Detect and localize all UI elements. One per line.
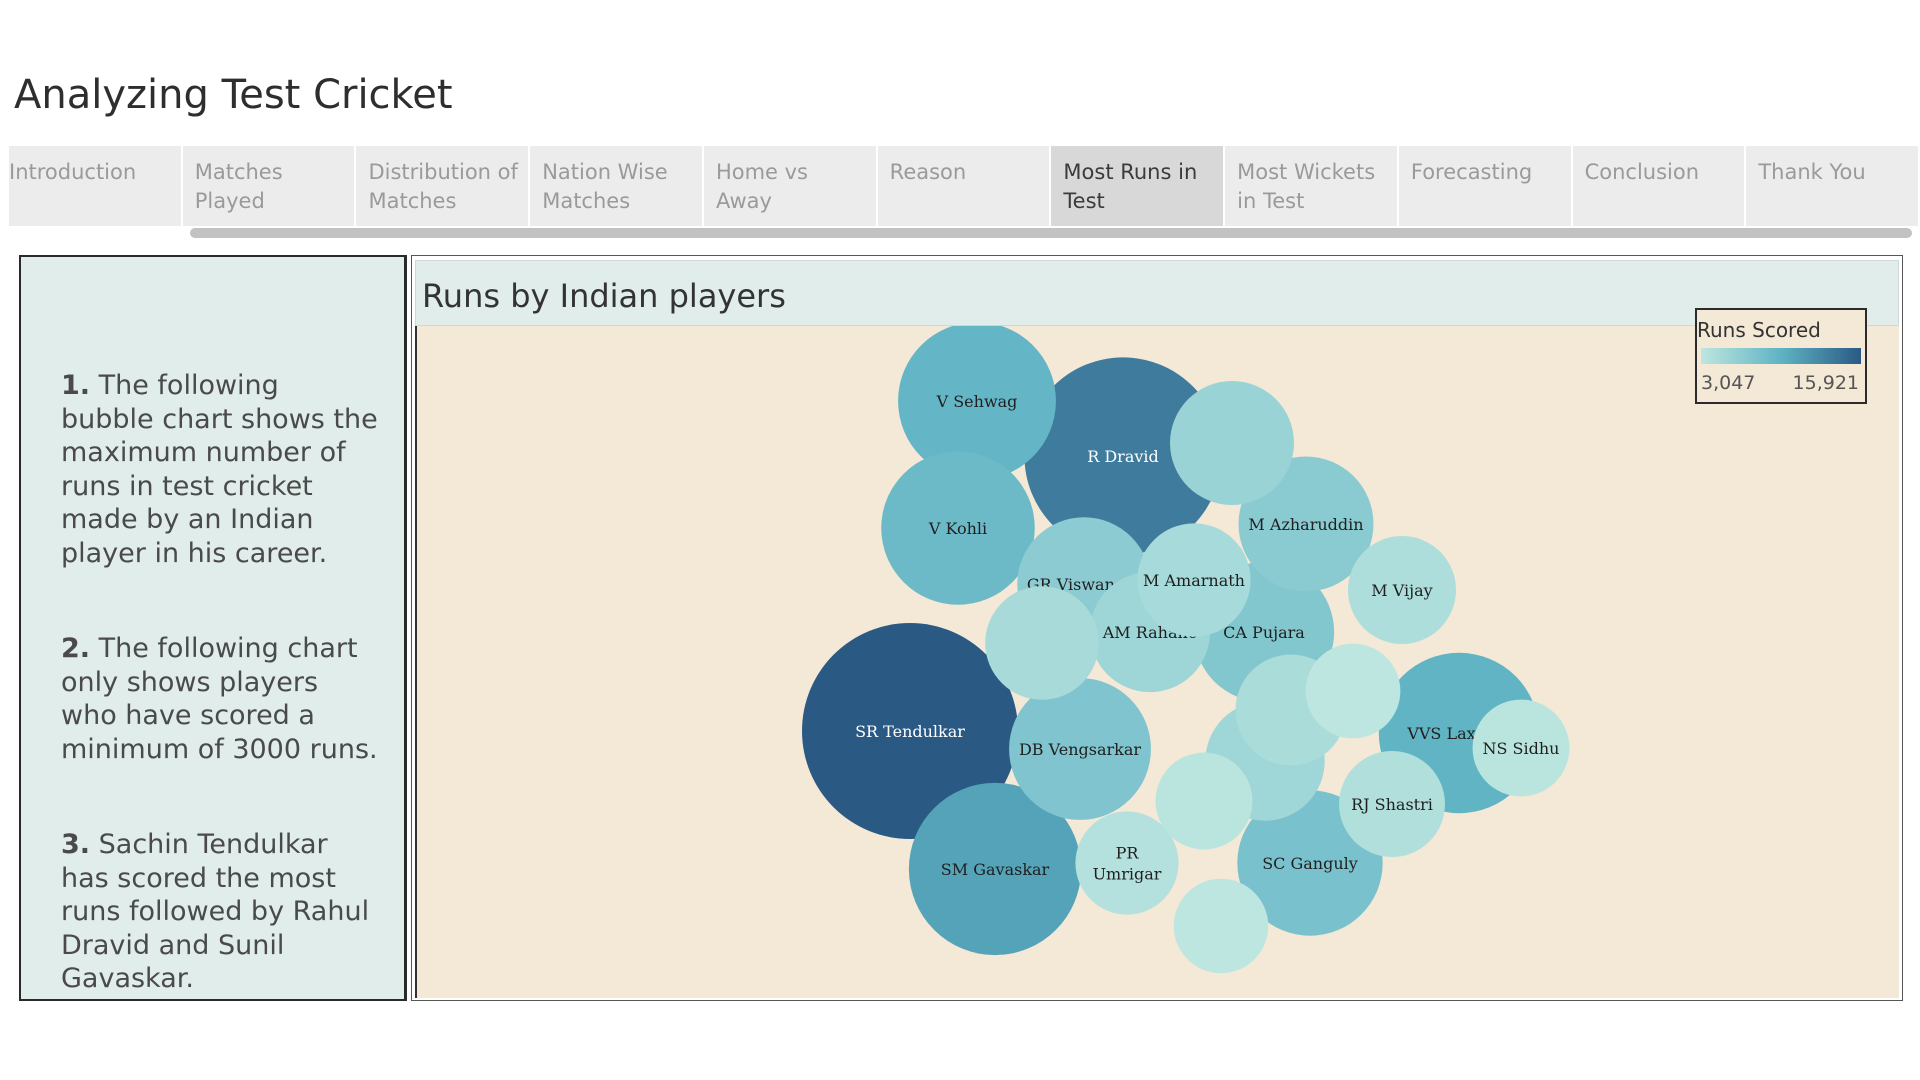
tab-matches-played[interactable]: Matches Played: [182, 146, 357, 226]
note-1-number: 1.: [61, 370, 91, 401]
tab-label: Home vs Away: [715, 160, 808, 213]
bubble-label: PR Umrigar: [1093, 844, 1162, 884]
bubble-label: SM Gavaskar: [941, 860, 1050, 879]
tab-bar-scrollbar[interactable]: [190, 228, 1912, 238]
bubble-label: M Amarnath: [1143, 571, 1245, 590]
bubble-unlabeled[interactable]: [1305, 643, 1401, 739]
tab-reason[interactable]: Reason: [877, 146, 1052, 226]
bubble-label: M Azharuddin: [1248, 515, 1363, 534]
bubble-sm-gavaskar[interactable]: SM Gavaskar: [908, 782, 1082, 956]
chart-header: Runs by Indian players: [415, 260, 1899, 326]
story-title: Analyzing Test Cricket: [14, 72, 453, 118]
bubble-r-dravid[interactable]: R Dravid: [1024, 357, 1222, 555]
tab-most-wickets-in-test[interactable]: Most Wickets in Test: [1225, 146, 1399, 226]
bubble-label: RJ Shastri: [1351, 795, 1433, 814]
bubble-circle[interactable]: [898, 326, 1056, 480]
notes-panel: 1. The following bubble chart shows the …: [19, 255, 407, 1001]
bubble-label: V Kohli: [928, 519, 987, 538]
bubble-circle[interactable]: [1173, 878, 1269, 974]
bubble-circle[interactable]: [1347, 535, 1457, 645]
bubble-label: SC Ganguly: [1262, 854, 1358, 873]
bubble-circle[interactable]: [1305, 643, 1401, 739]
note-3-number: 3.: [61, 829, 91, 860]
bubble-circle[interactable]: [1075, 811, 1179, 915]
bubble-unlabeled[interactable]: [1173, 878, 1269, 974]
bubble-circle[interactable]: [802, 623, 1018, 839]
tab-label: Conclusion: [1584, 160, 1700, 184]
tab-label: Reason: [889, 160, 967, 184]
tab-thank-you[interactable]: Thank You: [1746, 146, 1920, 226]
bubble-label: R Dravid: [1087, 447, 1159, 466]
bubble-circle[interactable]: [1024, 357, 1222, 555]
bubble-sr-tendulkar[interactable]: SR Tendulkar: [802, 623, 1018, 839]
note-1-text: The following bubble chart shows the max…: [61, 370, 378, 569]
tab-label: Nation Wise Matches: [542, 160, 668, 213]
bubble-label: DB Vengsarkar: [1019, 740, 1141, 759]
bubble-circle[interactable]: [985, 586, 1099, 700]
bubble-circle[interactable]: [1137, 523, 1251, 637]
bubble-db-vengsarkar[interactable]: DB Vengsarkar: [1009, 678, 1151, 820]
bubble-label: NS Sidhu: [1483, 739, 1560, 758]
tab-label: Distribution of Matches: [368, 160, 518, 213]
bubble-circle[interactable]: [1169, 380, 1295, 506]
bubble-label: V Sehwag: [936, 392, 1018, 411]
note-3-text: Sachin Tendulkar has scored the most run…: [61, 829, 370, 994]
color-legend[interactable]: Runs Scored 3,047 15,921: [1695, 308, 1867, 404]
chart-title: Runs by Indian players: [422, 277, 786, 315]
tab-label: Introduction: [9, 160, 137, 184]
tab-nation-wise-matches[interactable]: Nation Wise Matches: [530, 146, 704, 226]
bubble-circle[interactable]: [1009, 678, 1151, 820]
bubble-label: M Vijay: [1371, 581, 1432, 600]
legend-min-label: 3,047: [1701, 372, 1756, 394]
bubble-m-amarnath[interactable]: M Amarnath: [1137, 523, 1251, 637]
bubble-unlabeled[interactable]: [985, 586, 1099, 700]
tab-label: Matches Played: [194, 160, 283, 213]
note-2-number: 2.: [61, 633, 91, 664]
chart-panel: Runs by Indian players SR Tendulkar R Dra…: [411, 255, 1903, 1001]
bubble-unlabeled[interactable]: [1155, 752, 1253, 850]
tab-most-runs-in-test[interactable]: Most Runs in Test: [1051, 146, 1226, 226]
tab-forecasting[interactable]: Forecasting: [1398, 146, 1573, 226]
bubble-v-sehwag[interactable]: V Sehwag: [898, 326, 1056, 480]
tab-introduction[interactable]: Introduction: [9, 146, 183, 226]
note-2-text: The following chart only shows players w…: [61, 633, 378, 765]
bubble-circle[interactable]: [1339, 751, 1445, 857]
bubble-chart-area: SR Tendulkar R Dravid SM Gavaskar VVS Laxma…: [415, 308, 1899, 998]
bubble-circle[interactable]: [1472, 699, 1570, 797]
story-tab-bar: Introduction Matches Played Distribution o…: [9, 146, 1920, 226]
note-2: 2. The following chart only shows player…: [61, 632, 378, 766]
bubble-circle[interactable]: [1155, 752, 1253, 850]
tab-label: Most Wickets in Test: [1237, 160, 1376, 213]
bubble-label: CA Pujara: [1223, 623, 1305, 642]
bubble-circle[interactable]: [908, 782, 1082, 956]
tab-label: Thank You: [1758, 160, 1866, 184]
legend-max-label: 15,921: [1792, 372, 1859, 394]
tab-home-vs-away[interactable]: Home vs Away: [703, 146, 878, 226]
bubble-m-azharuddin[interactable]: M Azharuddin: [1238, 456, 1374, 592]
bubble-label: SR Tendulkar: [855, 722, 965, 741]
tab-label: Forecasting: [1410, 160, 1533, 184]
tab-label: Most Runs in Test: [1063, 160, 1198, 213]
bubble-pr-umrigar[interactable]: PR Umrigar: [1075, 811, 1179, 915]
bubble-m-vijay[interactable]: M Vijay: [1347, 535, 1457, 645]
bubble-circle[interactable]: [881, 451, 1035, 605]
bubble-unlabeled[interactable]: [1169, 380, 1295, 506]
note-1: 1. The following bubble chart shows the …: [61, 369, 378, 570]
tab-distribution-of-matches[interactable]: Distribution of Matches: [356, 146, 531, 226]
bubble-ns-sidhu[interactable]: NS Sidhu: [1472, 699, 1570, 797]
note-3: 3. Sachin Tendulkar has scored the most …: [61, 828, 378, 996]
bubble-v-kohli[interactable]: V Kohli: [881, 451, 1035, 605]
legend-title: Runs Scored: [1697, 318, 1821, 342]
bubble-rj-shastri[interactable]: RJ Shastri: [1339, 751, 1445, 857]
tab-conclusion[interactable]: Conclusion: [1572, 146, 1747, 226]
bubble-circle[interactable]: [1238, 456, 1374, 592]
legend-color-gradient: [1701, 348, 1861, 364]
